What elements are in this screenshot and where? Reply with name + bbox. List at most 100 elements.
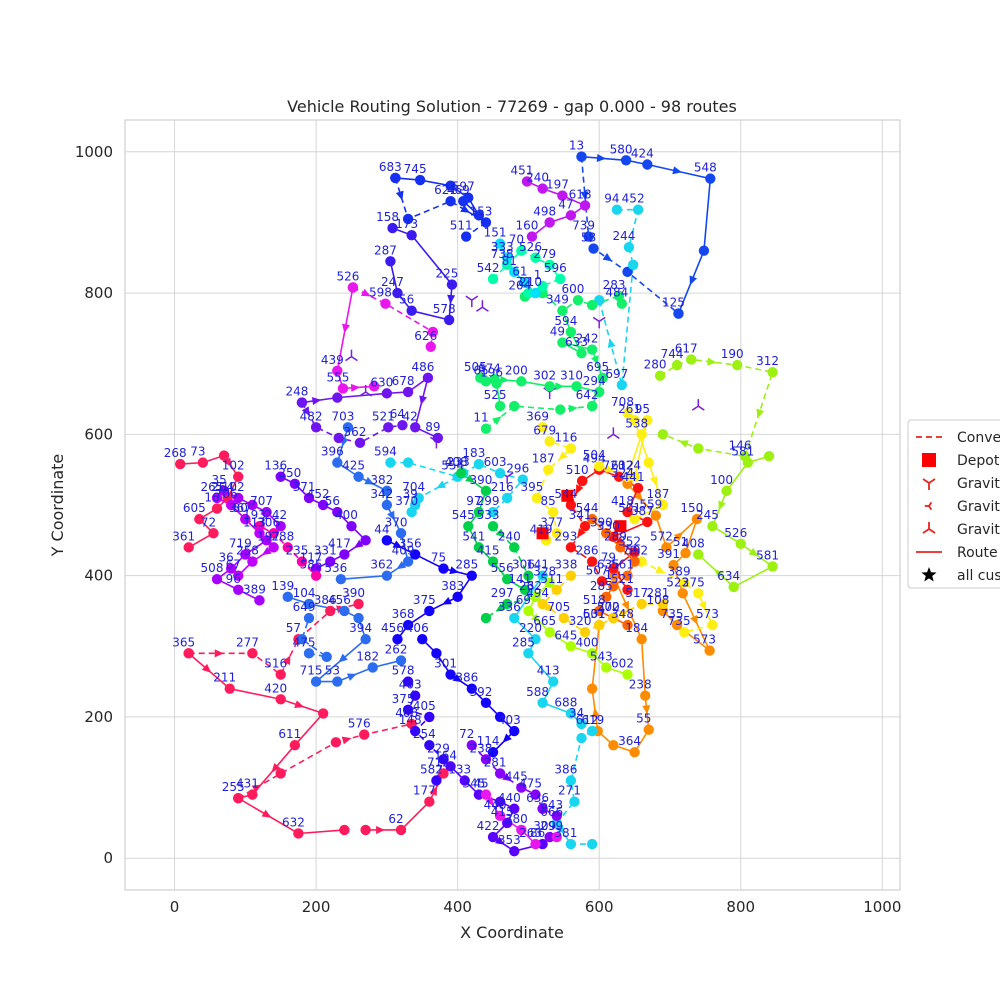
node-label: 151 bbox=[484, 226, 507, 240]
customer-node bbox=[586, 838, 598, 850]
route-arrow bbox=[338, 653, 348, 663]
route-line bbox=[697, 455, 775, 588]
customer-node bbox=[544, 626, 555, 638]
gravity-marker-arm bbox=[506, 472, 514, 478]
customer-node bbox=[275, 694, 286, 705]
node-label: 605 bbox=[183, 501, 206, 515]
customer-node bbox=[225, 563, 237, 574]
customer-node bbox=[516, 824, 527, 836]
node-label: 361 bbox=[172, 529, 195, 543]
node-label: 36 bbox=[219, 551, 234, 565]
node-label: 600 bbox=[562, 282, 585, 296]
node-label: 197 bbox=[257, 529, 280, 543]
node-label: 193 bbox=[243, 508, 266, 522]
route-arrow bbox=[556, 824, 565, 835]
customer-node bbox=[654, 370, 666, 381]
customer-node bbox=[537, 422, 548, 433]
node-label: 58 bbox=[581, 231, 596, 245]
node-label: 235 bbox=[285, 544, 308, 558]
node-label: 268 bbox=[164, 446, 187, 460]
node-label: 72 bbox=[459, 727, 474, 741]
node-label: 544 bbox=[554, 487, 577, 501]
node-label: 51 bbox=[673, 535, 688, 549]
node-label: 306 bbox=[257, 515, 280, 529]
route-arrow bbox=[748, 547, 759, 557]
customer-node bbox=[247, 648, 258, 659]
customer-node bbox=[282, 591, 293, 603]
node-label: 320 bbox=[569, 614, 592, 628]
node-label: 415 bbox=[491, 805, 514, 819]
customer-node bbox=[586, 400, 598, 412]
node-label: 293 bbox=[554, 529, 577, 543]
route-arrow bbox=[756, 408, 765, 419]
customer-node bbox=[537, 697, 548, 708]
node-label: 581 bbox=[756, 548, 779, 562]
customer-node bbox=[466, 739, 478, 751]
customer-node bbox=[487, 506, 499, 518]
customer-node bbox=[480, 423, 492, 434]
customer-node bbox=[296, 634, 308, 645]
customer-node bbox=[516, 782, 527, 793]
gravity-marker-arm bbox=[359, 391, 367, 397]
customer-node bbox=[565, 443, 577, 454]
customer-node bbox=[576, 347, 587, 359]
route-arrow bbox=[690, 614, 698, 625]
customer-node bbox=[629, 471, 640, 482]
customer-node bbox=[463, 520, 474, 532]
node-label: 117 bbox=[300, 551, 323, 565]
legend-label: Gravit bbox=[957, 522, 1000, 538]
customer-node bbox=[438, 563, 449, 574]
route-arrow bbox=[442, 597, 452, 605]
customer-node bbox=[381, 535, 393, 546]
customer-node bbox=[247, 789, 258, 800]
node-label: 75 bbox=[431, 551, 446, 565]
legend-gravity-swatch bbox=[924, 501, 933, 511]
route-arrow bbox=[607, 338, 616, 349]
customer-node bbox=[459, 775, 470, 786]
customer-node bbox=[491, 378, 502, 389]
customer-node bbox=[693, 443, 704, 454]
node-label: 362 bbox=[370, 558, 393, 572]
node-label: 561 bbox=[611, 558, 634, 572]
customer-node bbox=[551, 584, 562, 595]
node-label: 16 bbox=[204, 491, 219, 505]
node-label: 341 bbox=[569, 508, 592, 522]
customer-node bbox=[597, 372, 608, 384]
customer-node bbox=[601, 591, 612, 603]
customer-node bbox=[233, 492, 244, 504]
route-arrow bbox=[495, 528, 505, 538]
customer-node bbox=[640, 690, 651, 701]
node-label: 705 bbox=[547, 600, 570, 614]
node-label: 482 bbox=[300, 409, 323, 423]
node-label: 619 bbox=[581, 713, 604, 727]
customer-node bbox=[422, 372, 434, 384]
route-arrow bbox=[621, 600, 629, 611]
node-label: 139 bbox=[271, 579, 294, 593]
node-label: 712 bbox=[427, 755, 450, 769]
node-label: 511 bbox=[540, 572, 563, 586]
node-label: 597 bbox=[452, 180, 475, 194]
customer-node bbox=[487, 831, 499, 843]
customer-node bbox=[501, 598, 513, 610]
node-label: 452 bbox=[622, 192, 645, 206]
node-label: 248 bbox=[285, 385, 308, 399]
customer-node bbox=[321, 651, 332, 663]
customer-node bbox=[282, 542, 293, 553]
node-label: 125 bbox=[662, 296, 685, 310]
node-label: 370 bbox=[395, 494, 418, 508]
route-line bbox=[188, 603, 359, 676]
customer-node bbox=[686, 354, 697, 365]
customer-node bbox=[698, 245, 710, 256]
customer-node bbox=[233, 792, 244, 804]
x-tick-label: 800 bbox=[726, 898, 755, 916]
legend-gravity-arm bbox=[928, 505, 933, 511]
legend-gravity-arm bbox=[922, 478, 930, 484]
node-label: 113 bbox=[243, 515, 266, 529]
route-arrow bbox=[714, 569, 724, 579]
node-label: 271 bbox=[558, 784, 581, 798]
customer-node bbox=[275, 669, 286, 680]
customer-node bbox=[642, 159, 653, 170]
customer-node bbox=[360, 634, 371, 645]
node-label: 419 bbox=[530, 522, 553, 536]
customer-node bbox=[677, 588, 688, 599]
